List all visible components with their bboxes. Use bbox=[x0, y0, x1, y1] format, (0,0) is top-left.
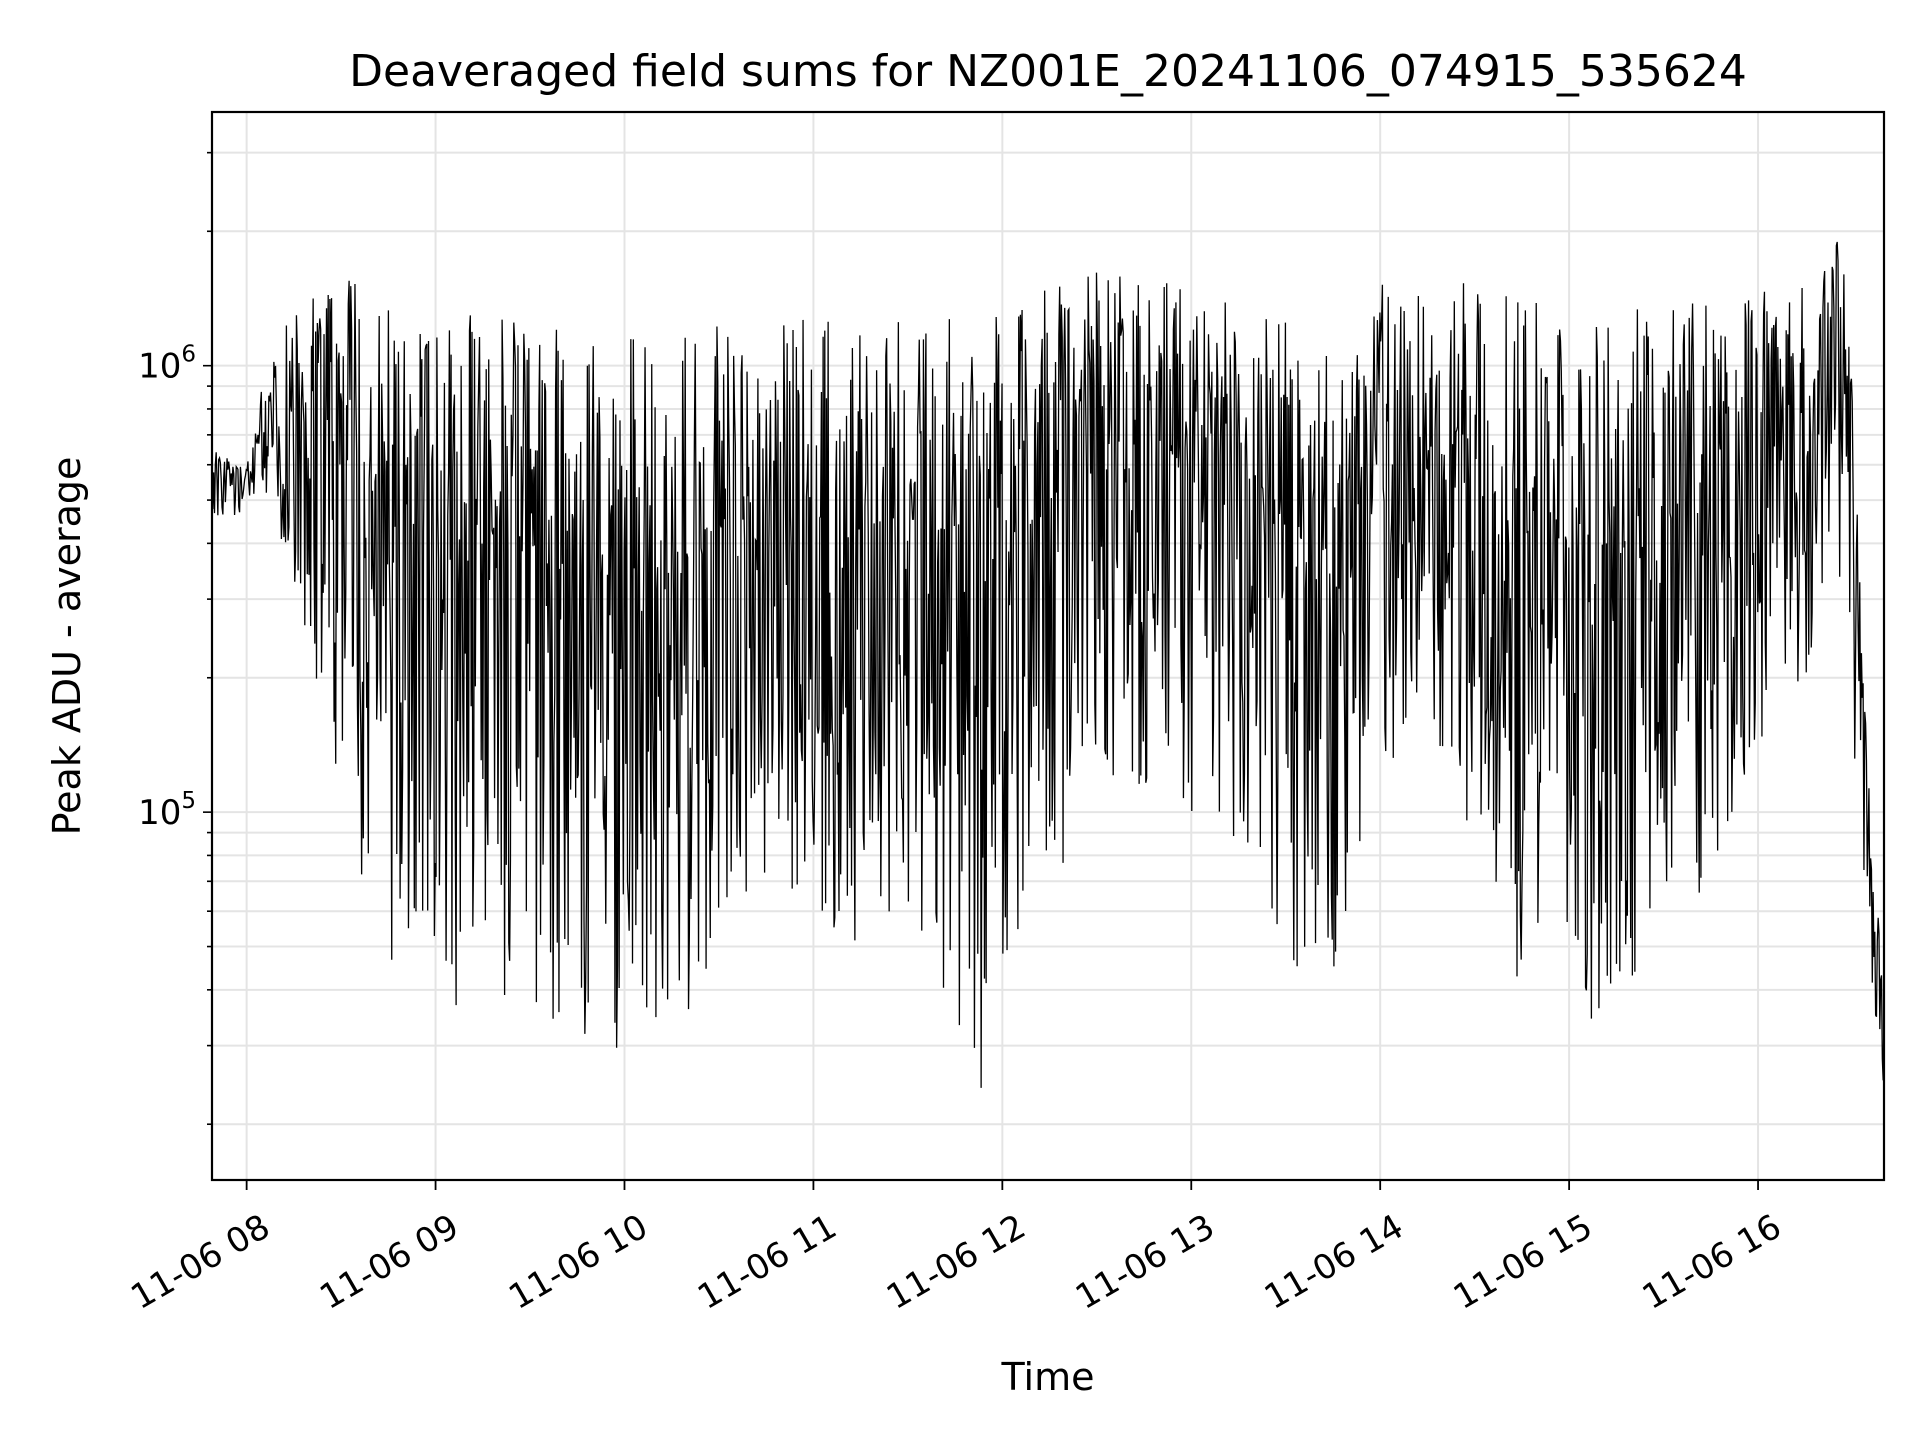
y-tick-label: 105 bbox=[138, 788, 196, 833]
y-tick-base: 10 bbox=[138, 347, 181, 387]
y-tick-base: 10 bbox=[138, 793, 181, 833]
data-series bbox=[211, 241, 1885, 1088]
y-tick-exponent: 6 bbox=[181, 342, 196, 368]
y-tick-exponent: 5 bbox=[181, 788, 196, 814]
y-tick-label: 106 bbox=[138, 342, 196, 387]
x-axis-label: Time bbox=[1001, 1355, 1095, 1399]
y-axis-label: Peak ADU - average bbox=[45, 457, 89, 836]
plot-frame bbox=[210, 110, 1886, 1182]
chart-title: Deaveraged field sums for NZ001E_2024110… bbox=[349, 46, 1747, 97]
series-line bbox=[211, 241, 1885, 1088]
